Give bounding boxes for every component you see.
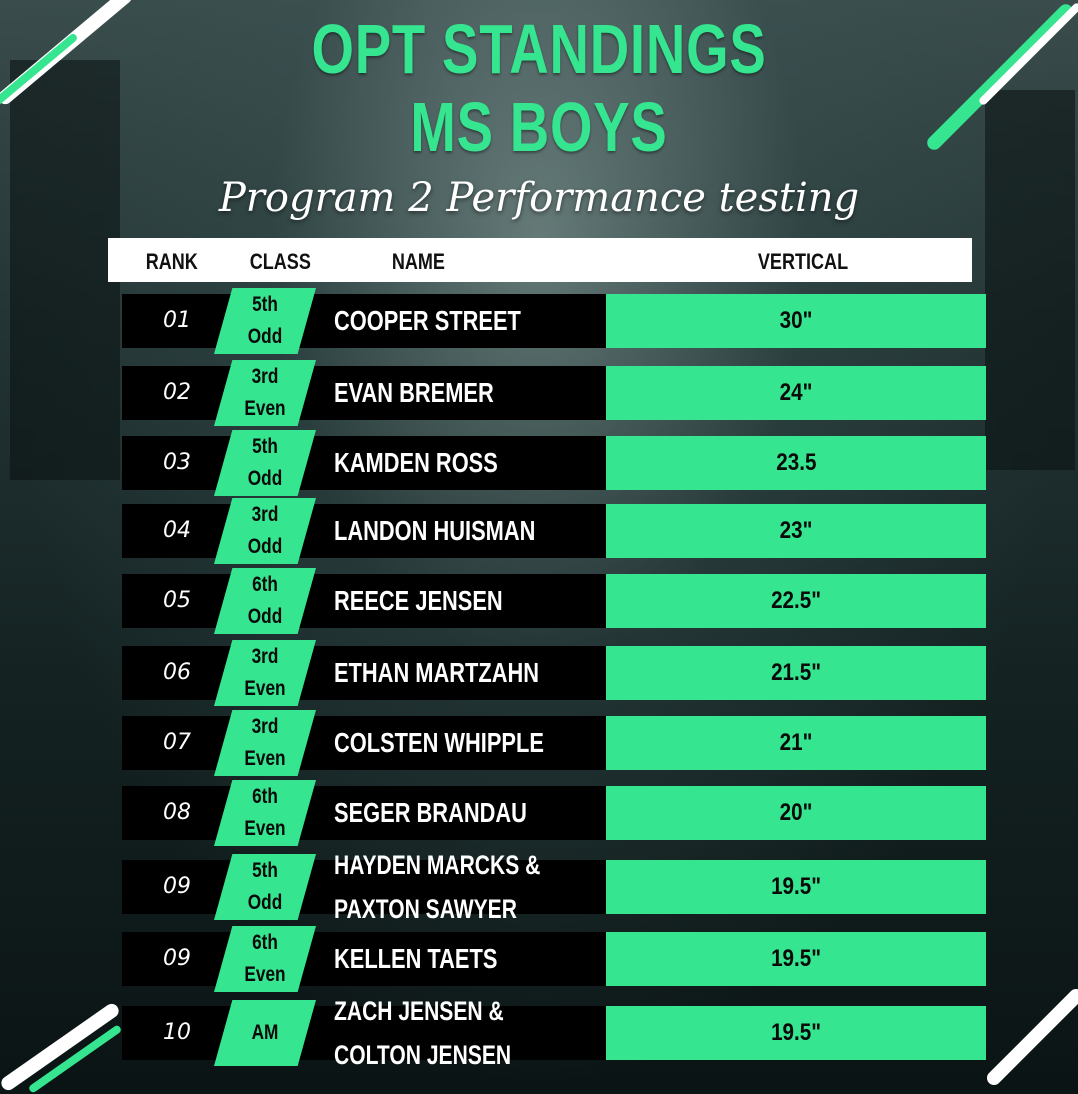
vertical-cell: 30" xyxy=(606,294,986,348)
vertical-cell: 21" xyxy=(606,716,986,770)
rank-cell: 05 xyxy=(163,588,191,613)
class-group: Even xyxy=(244,397,286,420)
name-cell: REECE JENSEN xyxy=(334,574,552,628)
name-cell: LANDON HUISMAN xyxy=(334,504,552,558)
rank-cell: 02 xyxy=(163,380,191,405)
vertical-value: 21.5" xyxy=(771,659,821,686)
name-cell: ETHAN MARTZAHN xyxy=(334,646,552,700)
class-year: 3rd xyxy=(251,645,279,668)
title-line-2: MS BOYS xyxy=(410,88,668,166)
vertical-cell: 24" xyxy=(606,366,986,420)
rank-cell: 04 xyxy=(163,518,191,543)
athlete-name-2: COLTON JENSEN xyxy=(334,1040,512,1070)
rank-cell: 09 xyxy=(163,874,191,899)
gym-rack-right xyxy=(985,90,1075,470)
rank-cell: 03 xyxy=(163,450,191,475)
vertical-value: 19.5" xyxy=(771,945,821,972)
name-cell: HAYDEN MARCKS & PAXTON SAWYER xyxy=(334,850,552,924)
class-badge: 3rd Even xyxy=(214,710,316,776)
header-class: CLASS xyxy=(249,249,311,274)
class-badge: 6th Even xyxy=(214,926,316,992)
class-badge: 3rd Even xyxy=(214,640,316,706)
athlete-name: KAMDEN ROSS xyxy=(334,447,498,478)
name-cell: COLSTEN WHIPPLE xyxy=(334,716,552,770)
class-year: 6th xyxy=(252,785,278,808)
class-badge: 6th Odd xyxy=(214,568,316,634)
vertical-cell: 22.5" xyxy=(606,574,986,628)
name-cell: COOPER STREET xyxy=(334,294,552,348)
vertical-value: 19.5" xyxy=(771,1019,821,1046)
subtitle: Program 2 Performance testing xyxy=(218,175,860,221)
class-year: 5th xyxy=(252,859,278,882)
vertical-cell: 21.5" xyxy=(606,646,986,700)
vertical-value: 20" xyxy=(779,799,813,826)
class-group: Even xyxy=(244,677,286,700)
vertical-value: 23" xyxy=(779,517,813,544)
class-badge: 5th Odd xyxy=(214,854,316,920)
vertical-value: 23.5 xyxy=(775,449,817,476)
header-vertical: VERTICAL xyxy=(757,249,849,274)
class-badge: 5th Odd xyxy=(214,288,316,354)
rank-cell: 09 xyxy=(163,946,191,971)
vertical-value: 30" xyxy=(779,307,813,334)
class-group: Odd xyxy=(247,535,283,558)
athlete-name-2: PAXTON SAWYER xyxy=(334,894,517,924)
name-cell: KELLEN TAETS xyxy=(334,932,552,986)
gym-rack-left xyxy=(10,60,120,480)
class-group: Odd xyxy=(247,605,283,628)
class-group: Even xyxy=(244,747,286,770)
table-header: RANK CLASS NAME VERTICAL xyxy=(108,238,972,282)
name-cell: KAMDEN ROSS xyxy=(334,436,552,490)
rank-cell: 08 xyxy=(163,800,191,825)
vertical-value: 22.5" xyxy=(771,587,821,614)
class-year: 3rd xyxy=(251,365,279,388)
rank-cell: 07 xyxy=(163,730,191,755)
class-badge: 3rd Odd xyxy=(214,498,316,564)
vertical-cell: 23" xyxy=(606,504,986,558)
rank-cell: 06 xyxy=(163,660,191,685)
athlete-name: COOPER STREET xyxy=(334,305,521,336)
vertical-cell: 19.5" xyxy=(606,860,986,914)
vertical-cell: 19.5" xyxy=(606,932,986,986)
class-year: 6th xyxy=(252,931,278,954)
class-group: Odd xyxy=(247,325,283,348)
class-group: Odd xyxy=(247,467,283,490)
vertical-value: 19.5" xyxy=(771,873,821,900)
class-year: 6th xyxy=(252,573,278,596)
vertical-cell: 20" xyxy=(606,786,986,840)
name-cell: EVAN BREMER xyxy=(334,366,552,420)
class-year: AM xyxy=(251,1021,279,1044)
athlete-name: EVAN BREMER xyxy=(334,377,494,408)
athlete-name: COLSTEN WHIPPLE xyxy=(334,727,544,758)
header-name: NAME xyxy=(391,249,445,274)
athlete-name: ETHAN MARTZAHN xyxy=(334,657,540,688)
vertical-value: 24" xyxy=(779,379,813,406)
athlete-name: ZACH JENSEN & xyxy=(334,996,504,1026)
class-year: 5th xyxy=(252,435,278,458)
class-badge: 3rd Even xyxy=(214,360,316,426)
athlete-name: KELLEN TAETS xyxy=(334,943,498,974)
rank-cell: 10 xyxy=(163,1020,191,1045)
athlete-name: HAYDEN MARCKS & xyxy=(334,850,541,880)
class-year: 3rd xyxy=(251,503,279,526)
vertical-cell: 19.5" xyxy=(606,1006,986,1060)
title-line-1: OPT STANDINGS xyxy=(311,10,767,88)
class-badge: 6th Even xyxy=(214,780,316,846)
class-group: Even xyxy=(244,817,286,840)
class-group: Even xyxy=(244,963,286,986)
rank-cell: 01 xyxy=(163,308,191,333)
athlete-name: LANDON HUISMAN xyxy=(334,515,536,546)
header-rank: RANK xyxy=(145,249,198,274)
class-year: 5th xyxy=(252,293,278,316)
name-cell: SEGER BRANDAU xyxy=(334,786,552,840)
vertical-value: 21" xyxy=(779,729,813,756)
class-badge: AM xyxy=(214,1000,316,1066)
class-year: 3rd xyxy=(251,715,279,738)
class-group: Odd xyxy=(247,891,283,914)
vertical-cell: 23.5 xyxy=(606,436,986,490)
name-cell: ZACH JENSEN & COLTON JENSEN xyxy=(334,996,552,1070)
class-badge: 5th Odd xyxy=(214,430,316,496)
athlete-name: SEGER BRANDAU xyxy=(334,797,527,828)
athlete-name: REECE JENSEN xyxy=(334,585,503,616)
